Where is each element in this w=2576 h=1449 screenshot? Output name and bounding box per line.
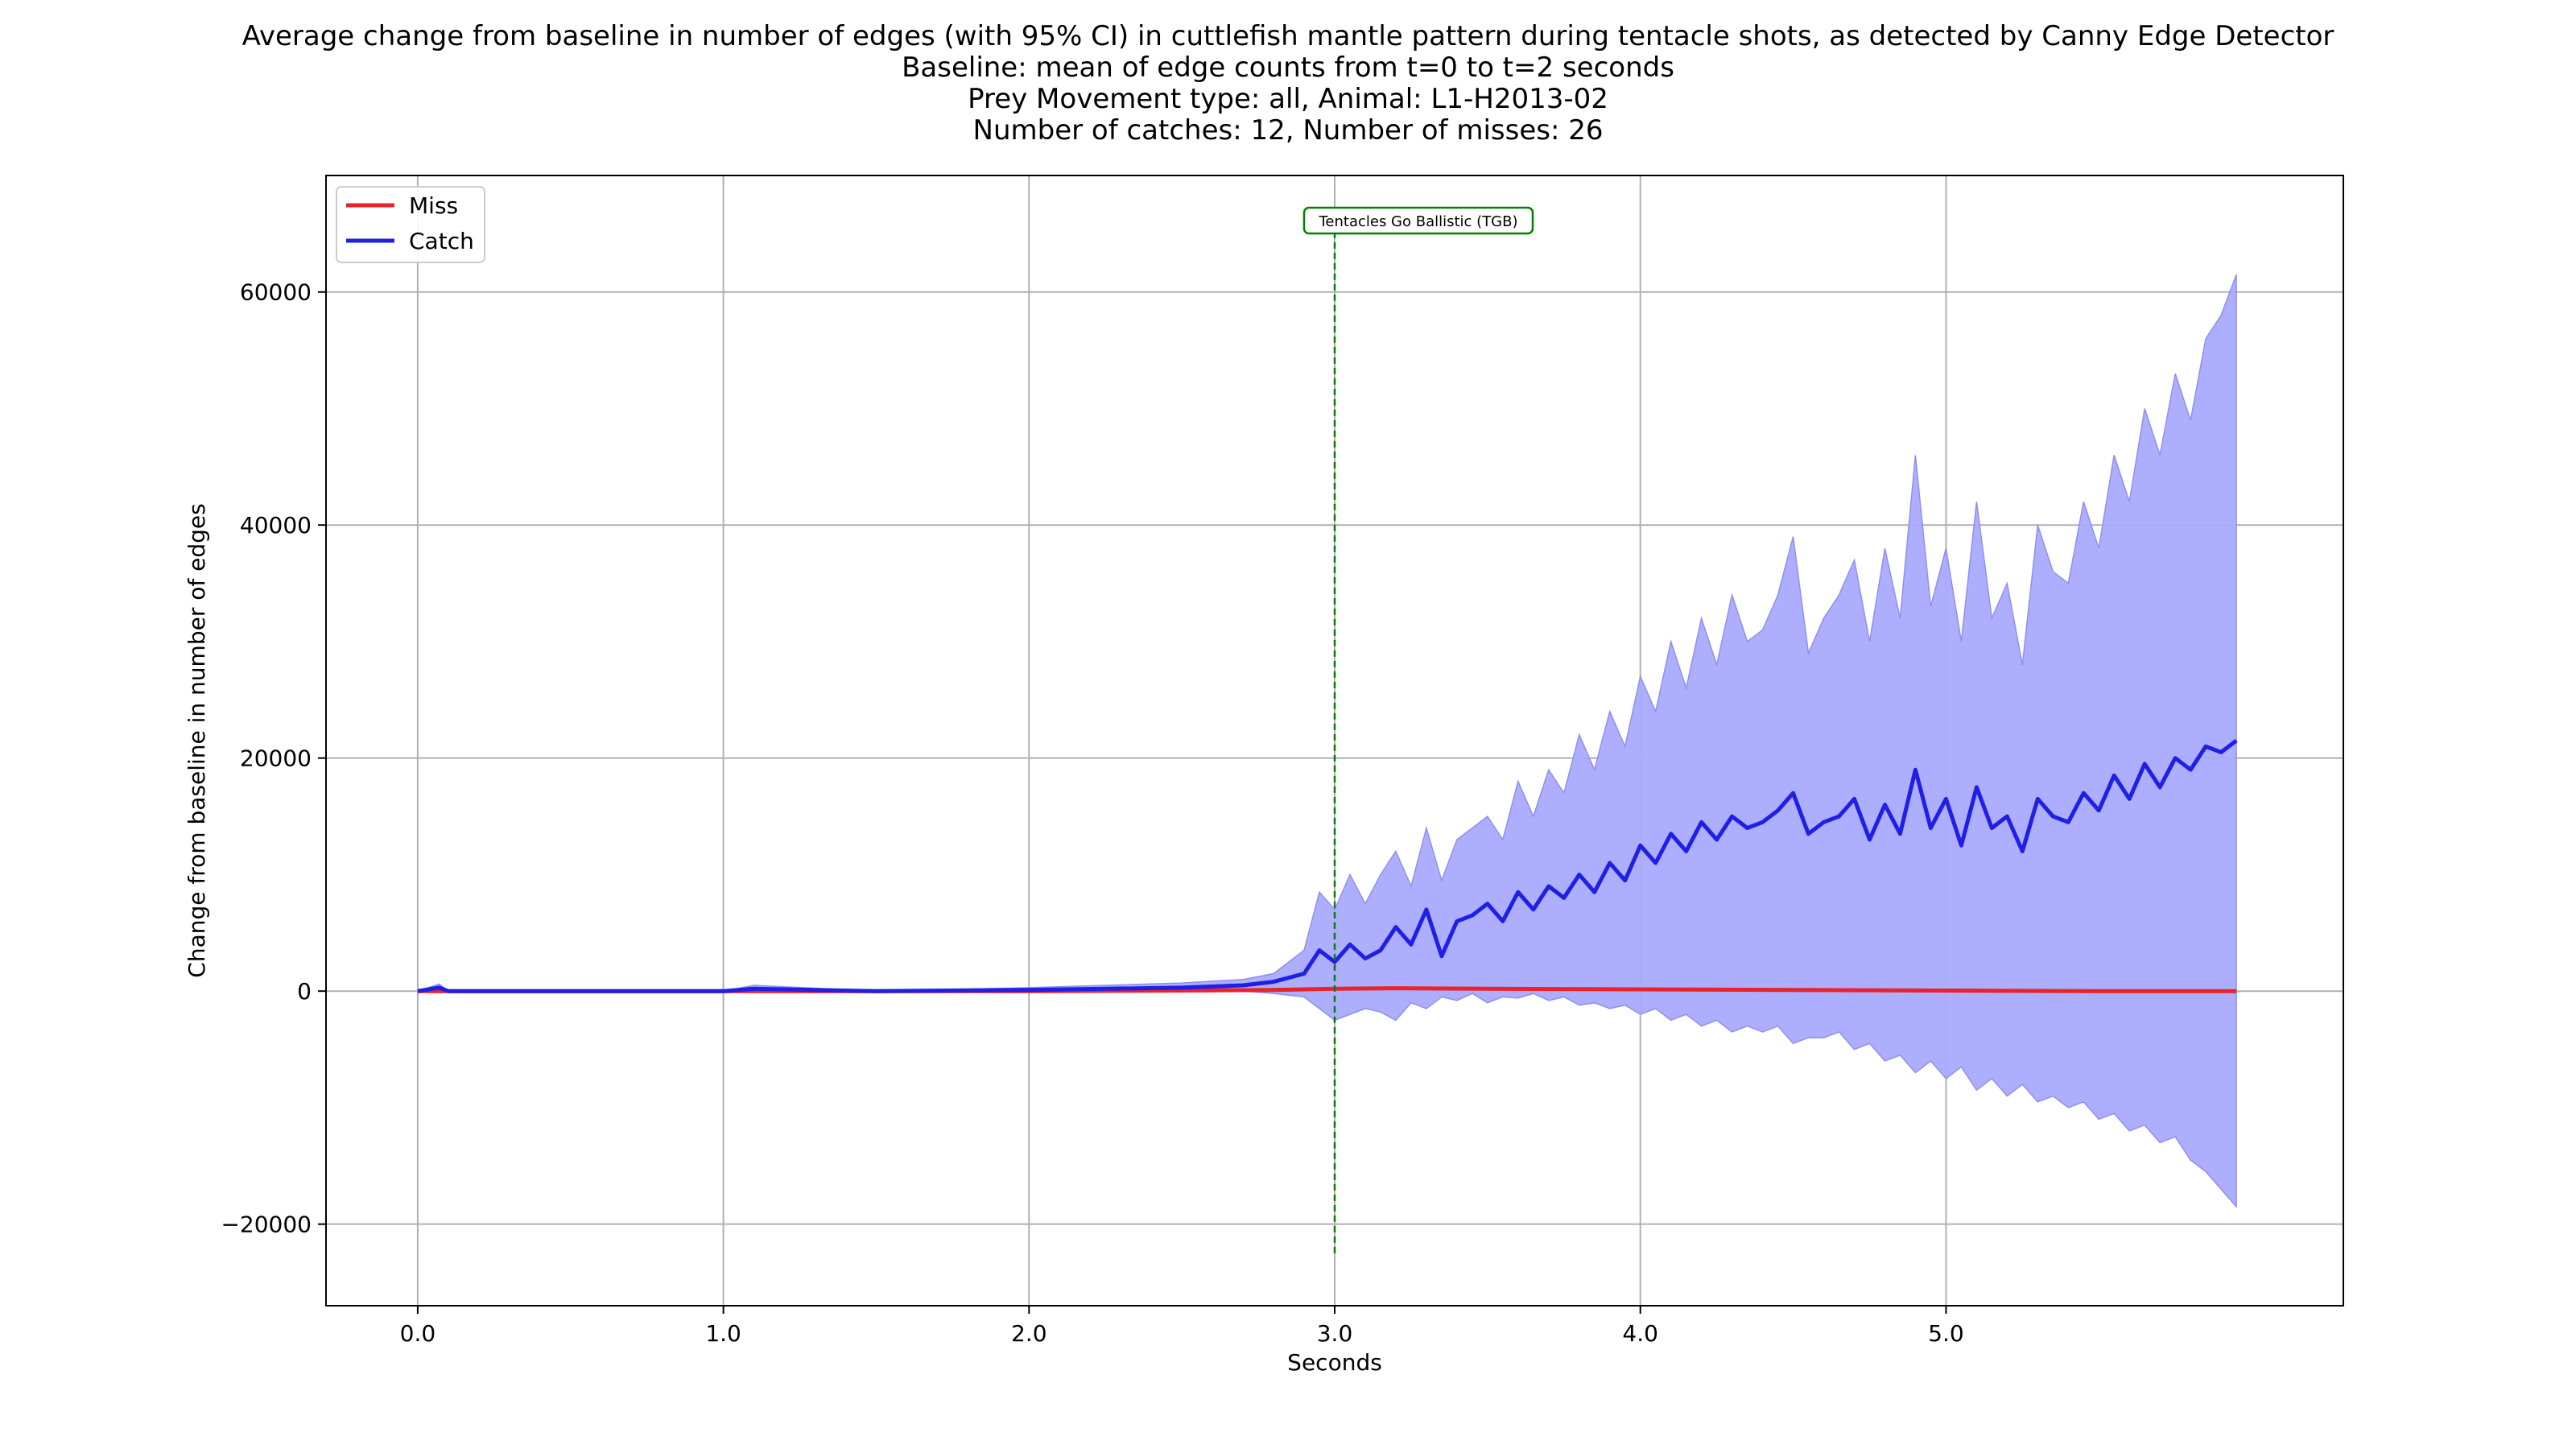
axis-ticks: 0.0 1.0 2.0 3.0 4.0 5.0 −20000 0 20000 40000 60000 — [221, 279, 1963, 1347]
x-tick-label: 3.0 — [1317, 1320, 1353, 1347]
catch-line — [417, 739, 2238, 993]
y-axis-label: Change from baseline in number of edges — [184, 503, 210, 977]
annotation: Tentacles Go Ballistic (TGB) — [1302, 206, 1534, 1253]
legend-label-miss: Miss — [409, 192, 458, 219]
title-line-1: Average change from baseline in number o… — [242, 20, 2334, 52]
y-tick-label: 20000 — [240, 745, 312, 772]
y-tick-label: −20000 — [221, 1212, 312, 1238]
title-line-3: Prey Movement type: all, Animal: L1-H201… — [968, 83, 1608, 115]
x-tick-label: 5.0 — [1928, 1320, 1964, 1347]
confidence-bands — [417, 274, 2237, 1208]
x-tick-label: 0.0 — [400, 1320, 436, 1347]
x-tick-label: 2.0 — [1011, 1320, 1047, 1347]
x-axis-label: Seconds — [1287, 1349, 1382, 1376]
legend: Miss Catch — [336, 186, 485, 263]
title-line-2: Baseline: mean of edge counts from t=0 t… — [902, 52, 1674, 84]
y-tick-label: 0 — [297, 978, 312, 1005]
x-tick-label: 4.0 — [1622, 1320, 1658, 1347]
catch-ci-band — [417, 274, 2237, 1208]
x-tick-label: 1.0 — [705, 1320, 741, 1347]
tgb-label-box — [1302, 206, 1534, 235]
title-line-4: Number of catches: 12, Number of misses:… — [972, 114, 1604, 147]
legend-label-catch: Catch — [409, 228, 474, 254]
chart-title: Average change from baseline in number o… — [0, 21, 2576, 147]
y-tick-label: 40000 — [240, 512, 312, 539]
y-tick-label: 60000 — [240, 279, 312, 306]
tgb-label: Tentacles Go Ballistic (TGB) — [1318, 213, 1517, 230]
